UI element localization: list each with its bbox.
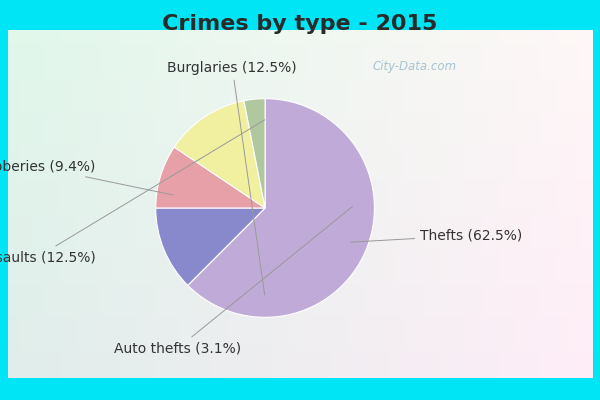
Wedge shape bbox=[188, 99, 374, 317]
Wedge shape bbox=[156, 147, 265, 208]
Text: Burglaries (12.5%): Burglaries (12.5%) bbox=[167, 61, 297, 295]
Wedge shape bbox=[174, 101, 265, 208]
Text: City-Data.com: City-Data.com bbox=[372, 60, 457, 74]
Text: Crimes by type - 2015: Crimes by type - 2015 bbox=[163, 14, 437, 34]
Text: Auto thefts (3.1%): Auto thefts (3.1%) bbox=[114, 206, 353, 355]
Wedge shape bbox=[156, 208, 265, 285]
Text: Thefts (62.5%): Thefts (62.5%) bbox=[350, 228, 523, 242]
Text: Assaults (12.5%): Assaults (12.5%) bbox=[0, 120, 265, 264]
Text: Robberies (9.4%): Robberies (9.4%) bbox=[0, 160, 173, 195]
Wedge shape bbox=[244, 99, 265, 208]
